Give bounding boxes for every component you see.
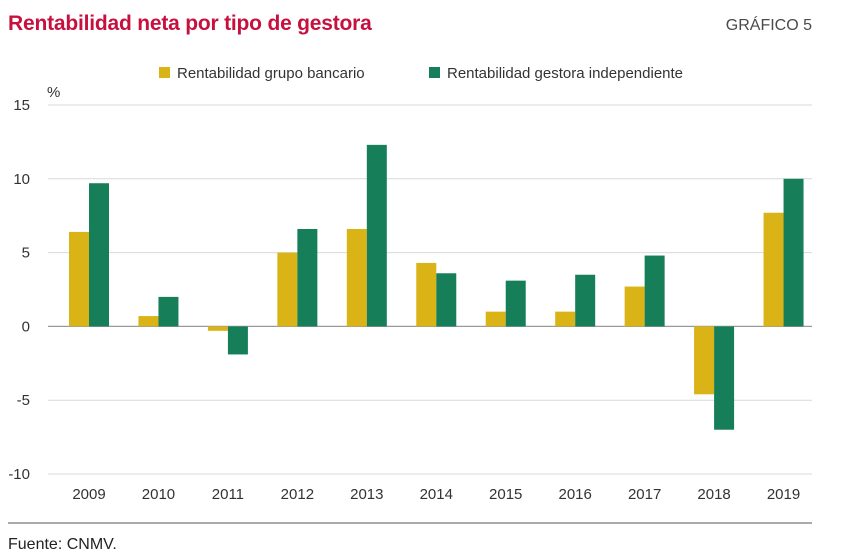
x-tick-label: 2013 bbox=[350, 486, 383, 503]
y-axis-unit-label: % bbox=[47, 84, 60, 101]
chart-title: Rentabilidad neta por tipo de gestora bbox=[8, 12, 372, 35]
bar-grupo-bancario-2009 bbox=[69, 231, 89, 327]
legend-swatch-gestora-independiente bbox=[429, 67, 440, 78]
bar-gestora-independiente-2013 bbox=[366, 144, 387, 327]
bar-gestora-independiente-2010 bbox=[158, 296, 179, 327]
bar-gestora-independiente-2009 bbox=[89, 183, 109, 327]
x-tick-label: 2018 bbox=[697, 486, 730, 503]
legend: Rentabilidad grupo bancario Rentabilidad … bbox=[159, 65, 683, 82]
bar-gestora-independiente-2011 bbox=[227, 326, 248, 355]
x-tick-label: 2011 bbox=[212, 486, 244, 503]
x-tick-label: 2015 bbox=[489, 486, 522, 503]
bar-grupo-bancario-2018 bbox=[694, 326, 715, 395]
bar-grupo-bancario-2016 bbox=[555, 311, 576, 327]
legend-swatch-grupo-bancario bbox=[159, 67, 170, 78]
x-tick-label: 2014 bbox=[420, 486, 453, 503]
bar-grupo-bancario-2014 bbox=[416, 262, 437, 327]
x-tick-label: 2017 bbox=[628, 486, 661, 503]
axes: 15 10 5 0 -5 -10% 2009 2010 2011 2012 2013 2014 2015… bbox=[8, 84, 812, 524]
bar-grupo-bancario-2010 bbox=[138, 316, 159, 327]
bar-grupo-bancario-2011 bbox=[207, 326, 228, 331]
bar-gestora-independiente-2015 bbox=[505, 280, 526, 327]
bar-gestora-independiente-2017 bbox=[644, 255, 665, 327]
y-tick-label: 15 bbox=[13, 97, 30, 114]
legend-label-grupo-bancario: Rentabilidad grupo bancario bbox=[177, 65, 365, 82]
bar-gestora-independiente-2012 bbox=[297, 228, 318, 327]
x-tick-label: 2009 bbox=[72, 486, 105, 503]
source-note: Fuente: CNMV. bbox=[8, 536, 117, 553]
bar-gestora-independiente-2014 bbox=[436, 273, 457, 327]
figure-label: GRÁFICO 5 bbox=[725, 17, 812, 34]
y-tick-label: 0 bbox=[22, 318, 30, 335]
legend-label-gestora-independiente: Rentabilidad gestora independiente bbox=[447, 65, 683, 82]
bar-grupo-bancario-2013 bbox=[346, 228, 367, 327]
bar-grupo-bancario-2017 bbox=[624, 286, 645, 327]
bar-gestora-independiente-2018 bbox=[714, 326, 735, 430]
y-tick-label: -5 bbox=[17, 392, 30, 409]
y-tick-label: -10 bbox=[8, 466, 30, 483]
bar-grupo-bancario-2012 bbox=[277, 252, 298, 327]
bar-grupo-bancario-2019 bbox=[763, 212, 784, 327]
y-tick-label: 10 bbox=[13, 171, 30, 188]
bar-grupo-bancario-2015 bbox=[485, 311, 506, 327]
bar-gestora-independiente-2019 bbox=[783, 178, 804, 327]
x-tick-label: 2019 bbox=[767, 486, 800, 503]
bar-gestora-independiente-2016 bbox=[575, 274, 596, 327]
x-tick-label: 2012 bbox=[281, 486, 314, 503]
x-tick-label: 2016 bbox=[558, 486, 591, 503]
bars bbox=[69, 144, 804, 430]
y-tick-label: 5 bbox=[22, 245, 30, 262]
x-tick-label: 2010 bbox=[142, 486, 175, 503]
